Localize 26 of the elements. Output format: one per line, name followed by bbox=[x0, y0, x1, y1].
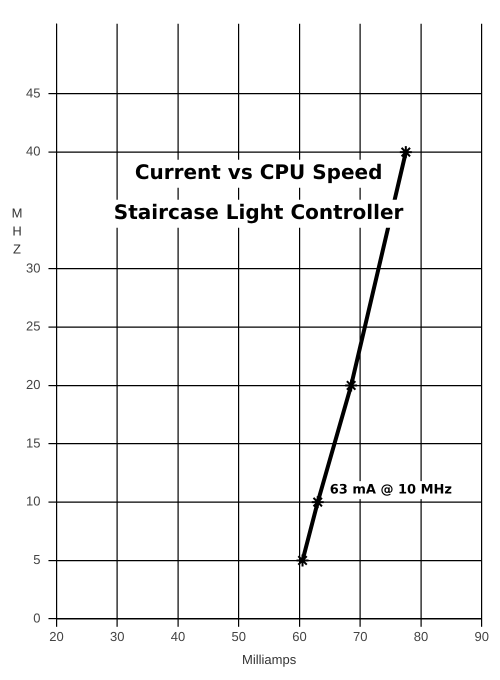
x-tick-label: 20 bbox=[49, 629, 64, 644]
x-tick-label: 40 bbox=[170, 629, 186, 644]
point bbox=[344, 378, 358, 392]
y-axis-title: MHZ bbox=[12, 205, 22, 256]
y-tick-label: 45 bbox=[26, 85, 40, 100]
x-tick-label: 80 bbox=[414, 629, 428, 644]
x-axis-title: Milliamps bbox=[242, 652, 297, 667]
y-tick-label: 20 bbox=[26, 377, 40, 392]
x-tick-label: 90 bbox=[474, 629, 490, 644]
point bbox=[296, 553, 310, 568]
y-tick-label: 25 bbox=[26, 318, 40, 334]
annotation: 63 mA @ 10 MHz bbox=[330, 482, 452, 498]
y-tick-label: 0 bbox=[33, 610, 40, 626]
y-tick-label: 40 bbox=[26, 144, 40, 159]
x-tick-label: 70 bbox=[353, 629, 368, 644]
x-tick-label: 60 bbox=[292, 629, 307, 644]
y-tick-label: 10 bbox=[26, 494, 40, 509]
text: Current vs CPU Speed bbox=[134, 160, 382, 184]
point bbox=[310, 495, 325, 510]
point bbox=[398, 145, 413, 160]
text: Staircase Light Controller bbox=[114, 200, 404, 224]
y-tick-label: 30 bbox=[26, 260, 40, 276]
x-tick-label: 50 bbox=[232, 629, 246, 644]
y-tick-label: 5 bbox=[33, 552, 40, 568]
y-tick-label: 15 bbox=[26, 435, 40, 450]
x-tick-label: 30 bbox=[110, 629, 124, 644]
